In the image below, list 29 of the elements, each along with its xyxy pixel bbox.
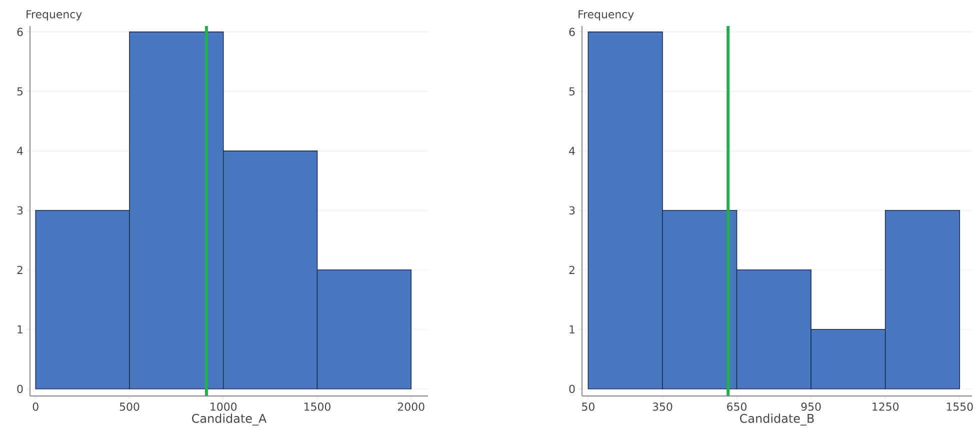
y-tick-label: 6 — [17, 28, 23, 36]
x-tick-label: 2000 — [398, 402, 424, 411]
y-tick-label: 6 — [569, 28, 575, 36]
y-tick-label: 0 — [569, 384, 575, 394]
y-tick-label: 3 — [17, 206, 23, 215]
y-tick-label: 5 — [569, 87, 575, 96]
y-tick-label: 4 — [17, 146, 23, 155]
y-tick-label: 1 — [570, 325, 574, 334]
y-tick-label: 2 — [569, 266, 574, 274]
y-tick-label: 4 — [569, 146, 575, 155]
x-tick-label: 0 — [32, 402, 38, 411]
x-tick-label: 50 — [582, 402, 594, 411]
x-tick-label: 1550 — [946, 402, 973, 411]
x-tick-label: 650 — [727, 402, 746, 411]
y-axis-title: Frequency — [578, 10, 634, 20]
y-tick-label: 1 — [18, 325, 22, 334]
y-tick-label: 3 — [569, 206, 575, 215]
x-tick-label: 950 — [801, 402, 821, 411]
y-tick-label: 0 — [17, 384, 23, 394]
y-tick-label: 5 — [17, 87, 23, 96]
y-tick-label: 2 — [17, 266, 22, 274]
x-tick-label: 500 — [120, 402, 140, 411]
x-tick-label: 1500 — [304, 402, 330, 411]
x-axis-title: Candidate_B — [740, 414, 814, 426]
x-tick-label: 1250 — [872, 402, 899, 411]
x-tick-label: 1000 — [210, 402, 237, 411]
x-axis-title: Candidate_A — [192, 414, 267, 426]
y-axis-title: Frequency — [26, 10, 82, 20]
x-tick-label: 350 — [652, 402, 672, 411]
